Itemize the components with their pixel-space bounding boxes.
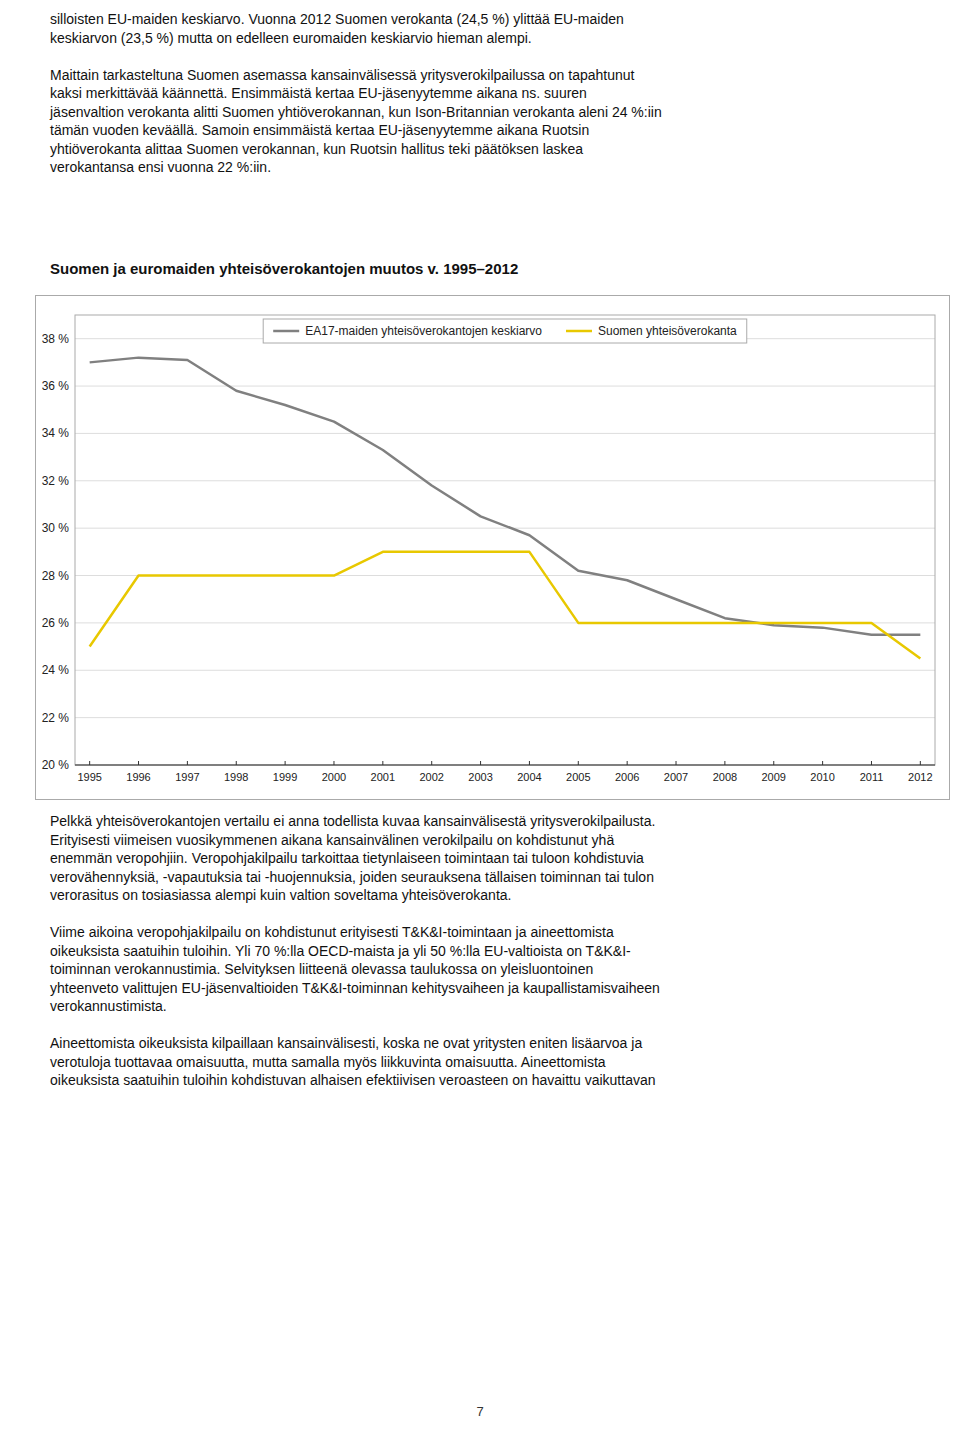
legend-label: Suomen yhteisöverokanta — [598, 324, 737, 338]
y-tick-label: 26 % — [42, 616, 70, 630]
body-line: keskiarvon (23,5 %) mutta on edelleen eu… — [50, 29, 950, 48]
x-tick — [89, 761, 90, 765]
chart: 20 % 22 % 24 % 26 % 28 % 30 % 32 % 34 % 36 % 38 %… — [35, 295, 950, 800]
x-tick — [773, 761, 774, 765]
body-line: enemmän veropohjiin. Veropohjakilpailu t… — [50, 849, 950, 868]
body-line: oikeuksista saatuihin tuloihin. Yli 70 %… — [50, 942, 950, 961]
x-tick-label: 2012 — [908, 771, 932, 783]
x-tick — [822, 761, 823, 765]
grid-line — [75, 386, 935, 387]
x-tick-label: 2011 — [860, 771, 884, 783]
y-tick-label: 22 % — [42, 711, 70, 725]
body-line: kaksi merkittävää käännettä. Ensimmäistä… — [50, 84, 950, 103]
body-line: yhteenveto valittujen EU-jäsenvaltioiden… — [50, 979, 950, 998]
x-tick-label: 2000 — [322, 771, 346, 783]
body-line: silloisten EU-maiden keskiarvo. Vuonna 2… — [50, 10, 950, 29]
y-tick-label: 20 % — [42, 758, 70, 772]
legend: EA17-maiden yhteisöverokantojen keskiarv… — [263, 319, 747, 343]
body-line: Viime aikoina veropohjakilpailu on kohdi… — [50, 923, 950, 942]
x-tick-label: 2008 — [713, 771, 737, 783]
grid-line — [75, 717, 935, 718]
body-line: verokantansa ensi vuonna 22 %:iin. — [50, 158, 950, 177]
x-tick-label: 1997 — [175, 771, 199, 783]
x-tick — [578, 761, 579, 765]
series-group — [90, 358, 921, 659]
x-axis-line — [75, 765, 935, 766]
x-tick — [333, 761, 334, 765]
x-tick — [431, 761, 432, 765]
legend-swatch — [273, 330, 299, 333]
grid-line — [75, 765, 935, 766]
x-tick-label: 2010 — [810, 771, 834, 783]
y-tick-label: 30 % — [42, 521, 70, 535]
lower-text: Pelkkä yhteisöverokantojen vertailu ei a… — [50, 812, 950, 1090]
body-line: Pelkkä yhteisöverokantojen vertailu ei a… — [50, 812, 950, 831]
grid — [75, 339, 935, 765]
x-tick-label: 2003 — [468, 771, 492, 783]
x-tick-label: 2004 — [517, 771, 541, 783]
legend-label: EA17-maiden yhteisöverokantojen keskiarv… — [305, 324, 542, 338]
x-tick-label: 2001 — [371, 771, 395, 783]
legend-box — [263, 319, 747, 343]
y-tick-label: 28 % — [42, 569, 70, 583]
x-tick-label: 1999 — [273, 771, 297, 783]
x-tick — [236, 761, 237, 765]
x-tick — [871, 761, 872, 765]
chart-title: Suomen ja euromaiden yhteisöverokantojen… — [50, 260, 518, 277]
y-tick-label: 24 % — [42, 663, 70, 677]
body-line: Aineettomista oikeuksista kilpaillaan ka… — [50, 1034, 950, 1053]
x-tick — [285, 761, 286, 765]
x-tick — [920, 761, 921, 765]
series-line — [90, 552, 921, 659]
body-line: verovähennyksiä, -vapautuksia tai -huoje… — [50, 868, 950, 887]
x-tick — [676, 761, 677, 765]
x-tick-label: 2002 — [419, 771, 443, 783]
x-tick — [138, 761, 139, 765]
body-line: verokannustimista. — [50, 997, 950, 1016]
body-line: yhtiöverokanta alittaa Suomen verokannan… — [50, 140, 950, 159]
x-tick-label: 2006 — [615, 771, 639, 783]
body-line: jäsenvaltion verokanta alitti Suomen yht… — [50, 103, 950, 122]
y-tick-label: 34 % — [42, 426, 70, 440]
x-tick — [382, 761, 383, 765]
grid-line — [75, 433, 935, 434]
chart-box — [36, 296, 950, 800]
x-tick-label: 2005 — [566, 771, 590, 783]
x-tick-label: 1995 — [77, 771, 101, 783]
x-tick — [724, 761, 725, 765]
body-line: Maittain tarkasteltuna Suomen asemassa k… — [50, 66, 950, 85]
x-tick — [480, 761, 481, 765]
body-line: verotuloja tuottavaa omaisuutta, mutta s… — [50, 1053, 950, 1072]
page-number: 7 — [0, 1404, 960, 1419]
y-tick-label: 38 % — [42, 332, 70, 346]
plot-frame — [75, 315, 935, 765]
grid-line — [75, 670, 935, 671]
y-tick-label: 36 % — [42, 379, 70, 393]
body-line: toiminnan verokannustimia. Selvityksen l… — [50, 960, 950, 979]
x-tick — [627, 761, 628, 765]
x-tick-label: 1998 — [224, 771, 248, 783]
x-tick-label: 2007 — [664, 771, 688, 783]
x-tick-label: 2009 — [762, 771, 786, 783]
x-tick — [529, 761, 530, 765]
grid-line — [75, 528, 935, 529]
body-line: Erityisesti viimeisen vuosikymmenen aika… — [50, 831, 950, 850]
x-tick-label: 1996 — [126, 771, 150, 783]
body-line: tämän vuoden keväällä. Samoin ensimmäist… — [50, 121, 950, 140]
series-line — [90, 358, 921, 635]
upper-text: silloisten EU-maiden keskiarvo. Vuonna 2… — [50, 10, 950, 177]
x-tick — [187, 761, 188, 765]
legend-swatch — [566, 330, 592, 333]
body-line: oikeuksista saatuihin tuloihin kohdistuv… — [50, 1071, 950, 1090]
grid-line — [75, 480, 935, 481]
body-line: verorasitus on tosiasiassa alempi kuin v… — [50, 886, 950, 905]
y-tick-label: 32 % — [42, 474, 70, 488]
